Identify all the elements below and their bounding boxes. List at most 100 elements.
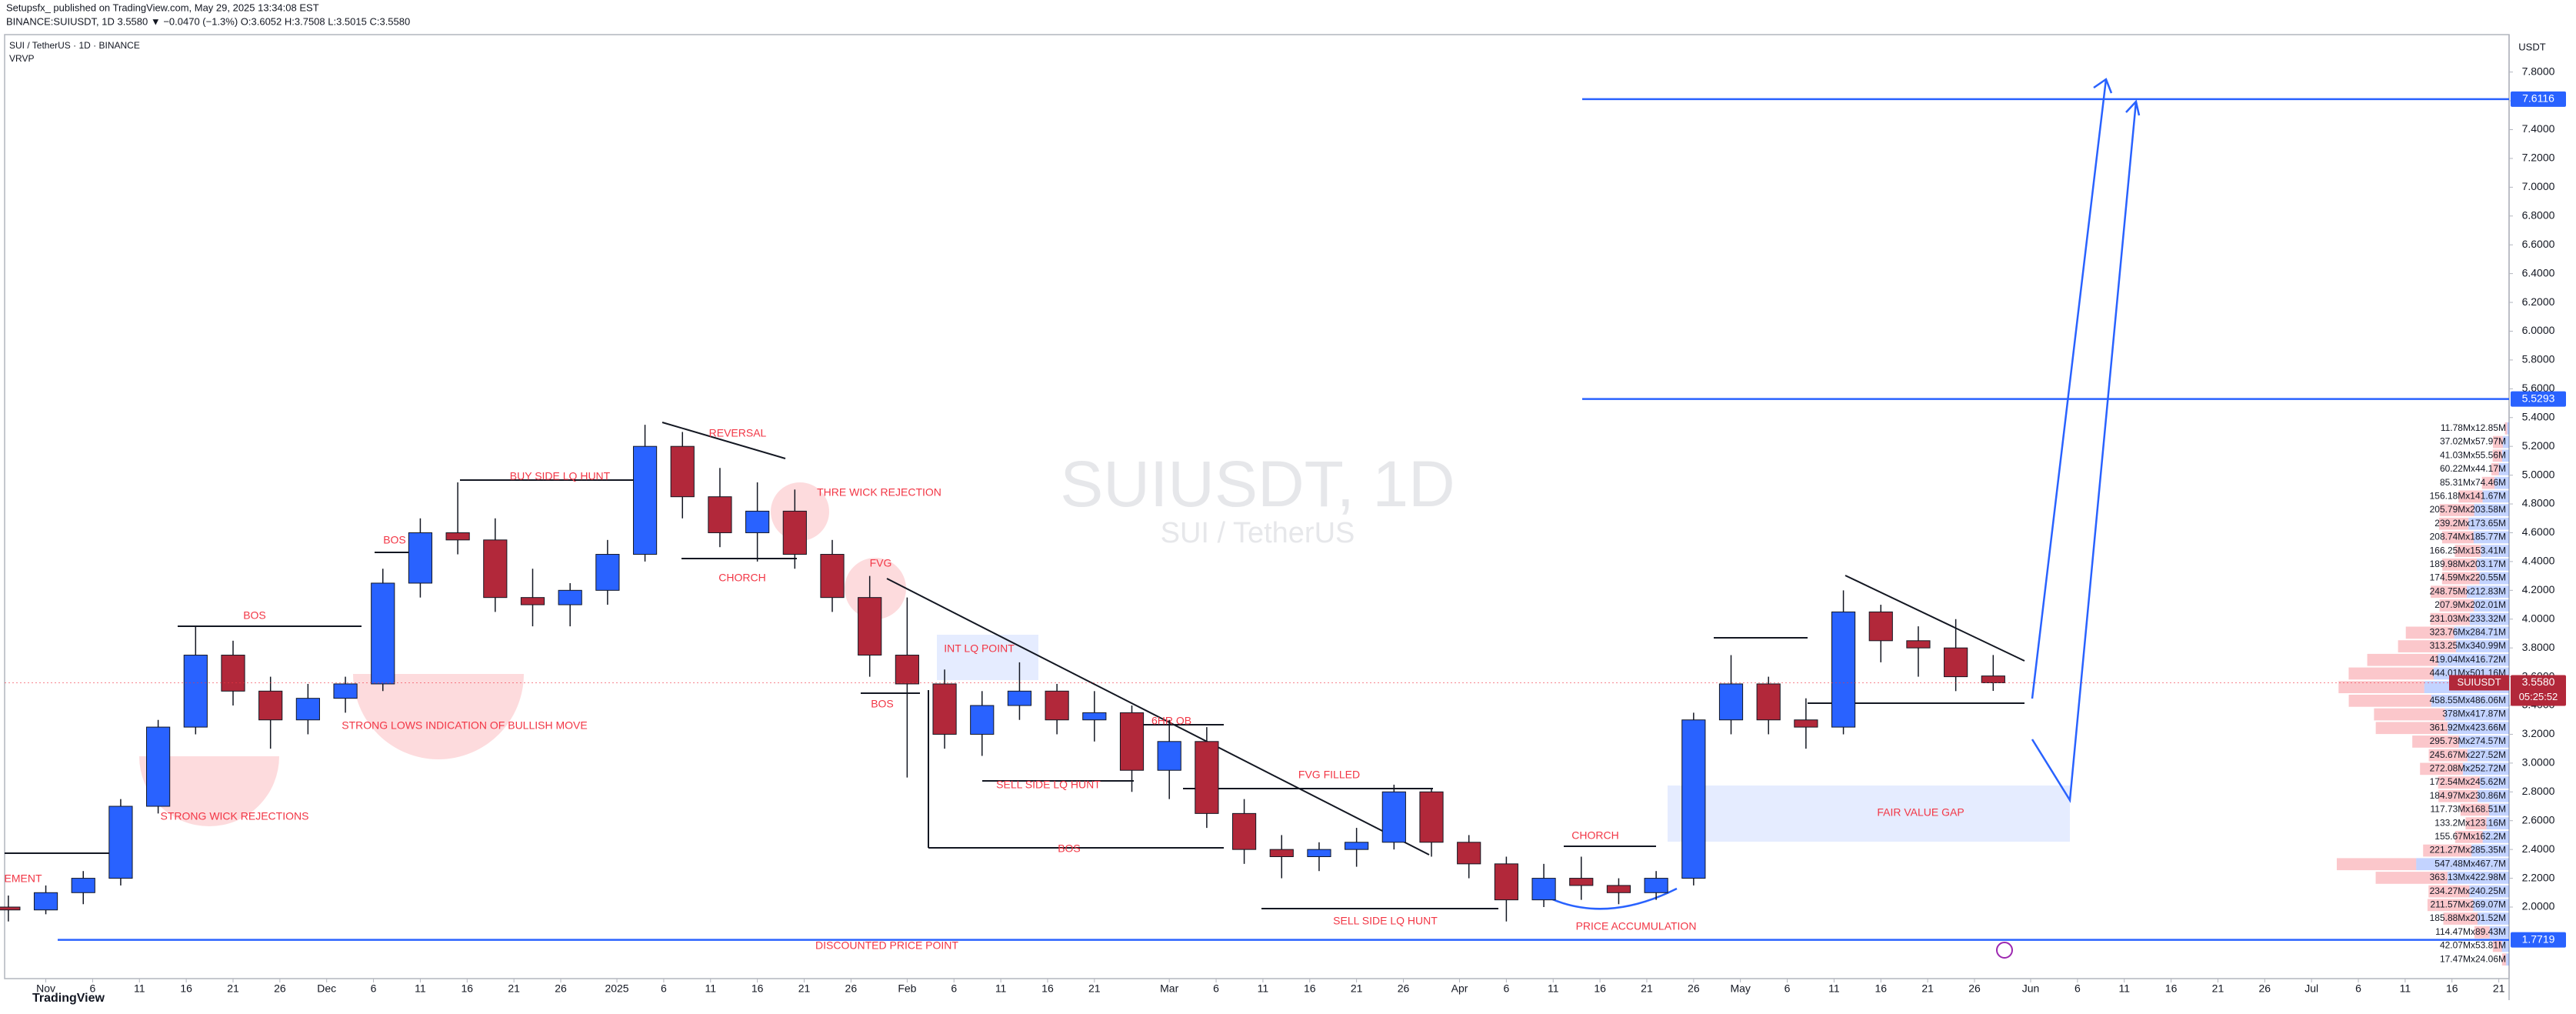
vp-up [2498,463,2509,475]
projection-arrow [2031,99,2141,803]
vp-down [2458,490,2483,503]
vp-label: 185.88Mx201.52M [2430,912,2506,923]
vp-label: 41.03Mx55.56M [2440,449,2506,460]
x-tick-label: Mar [1160,982,1178,995]
candle-body [1082,712,1107,721]
vp-down [2441,531,2474,544]
plot: 2.0000 2.2000 2.4000 2.6000 2.8000 3.0000 3.20… [0,65,2566,995]
vp-up [2448,722,2509,735]
vp-up [2507,422,2509,435]
vp-down [2493,435,2503,449]
y-tick-label: 4.8000 [2522,497,2555,509]
brand: TradingView [32,992,105,1005]
x-tick-label: Dec [317,982,336,995]
vp-down [2337,858,2417,871]
y-unit: USDT [2518,41,2545,52]
candle-body [1457,842,1481,865]
vp-up [2471,844,2509,857]
annotation: FVG FILLED [1298,769,1360,781]
x-tick-label: 21 [1088,982,1101,995]
vp-label: 234.27Mx240.25M [2430,886,2506,896]
y-tick-label: 2.2000 [2522,871,2555,883]
level-label-bg [2511,391,2566,407]
vp-up [2482,490,2509,503]
annotation: REVERSAL [709,427,767,439]
vp-up [2474,504,2509,516]
x-tick-label: Feb [898,982,916,995]
vp-down [2405,626,2454,639]
candle-body [71,878,95,893]
vp-up [2482,831,2509,843]
projection-arrow [2031,78,2113,699]
watermark-sub: SUI / TetherUS [1161,517,1355,549]
vp-label: 166.25Mx153.41M [2430,545,2506,555]
level-label-bg [2511,91,2566,107]
annotation: 6HR OB [1151,715,1191,727]
candle-body [708,496,732,533]
vp-down [2348,695,2431,707]
x-tick-label: 11 [705,982,716,995]
x-tick-label: Apr [1451,982,1468,995]
vp-down [2492,449,2502,462]
candle-body [333,683,358,699]
vp-up [2438,653,2509,666]
vp-down [2439,599,2474,612]
candle-body [1494,863,1518,901]
byline: Setupsfx_ published on TradingView.com, … [6,2,319,13]
vp-up [2458,735,2509,748]
x-tick-label: Jul [2304,982,2318,995]
vp-up [2469,885,2509,898]
vp-down [2423,844,2472,857]
vp-label: 363.13Mx422.98M [2430,872,2506,882]
x-tick-label: 26 [555,982,567,995]
x-tick-label: 21 [227,982,239,995]
x-tick-label: 16 [2446,982,2458,995]
y-tick-label: 5.8000 [2522,353,2555,365]
vp-up [2502,435,2509,449]
x-tick-label: May [1730,982,1750,995]
x-tick-label: 11 [134,982,145,995]
candle-body [1756,683,1781,721]
x-tick-label: 16 [1875,982,1887,995]
annotation: BOS [1058,842,1081,855]
x-tick-label: 6 [90,982,96,995]
x-tick-label: 26 [2259,982,2271,995]
box [1668,786,2070,842]
y-tick-label: 2.8000 [2522,785,2555,797]
y-tick-label: 4.4000 [2522,555,2555,567]
vp-down [2504,422,2508,435]
annotation: BUY SIDE LQ HUNT [510,470,611,482]
y-tick-label: 5.6000 [2522,382,2555,394]
vp-down [2443,912,2478,925]
annotation: CHORCH [1571,829,1618,842]
x-tick-label: 21 [2493,982,2505,995]
vp-down [2481,476,2495,489]
annotation: CHORCH [718,572,765,584]
vp-down [2474,926,2490,939]
x-tick-label: 11 [995,982,1007,995]
vp-up [2477,559,2509,571]
vp-down [2428,749,2468,762]
vp-up [2444,708,2509,721]
y-tick-label: 6.6000 [2522,238,2555,250]
vp-down [2412,735,2459,748]
candle-body [1718,683,1744,721]
vp-label: 231.03Mx233.32M [2430,613,2506,624]
vp-label: 207.9Mx202.01M [2434,599,2506,610]
x-tick-label: 11 [415,982,426,995]
vp-up [2478,789,2509,802]
vp-label: 17.47Mx24.06M [2440,953,2506,964]
level-label: 7.6116 [2522,92,2554,105]
event-icon[interactable] [1996,942,2013,959]
annotation: SELL SIDE LQ HUNT [996,779,1101,791]
y-tick-label: 6.8000 [2522,208,2555,221]
x-tick-label: 26 [1968,982,1981,995]
annotation: STRONG WICK REJECTIONS [161,810,309,822]
candle-body [445,532,470,541]
x-tick-label: 16 [751,982,764,995]
vp-up [2467,749,2509,762]
vp-down [2442,559,2478,571]
